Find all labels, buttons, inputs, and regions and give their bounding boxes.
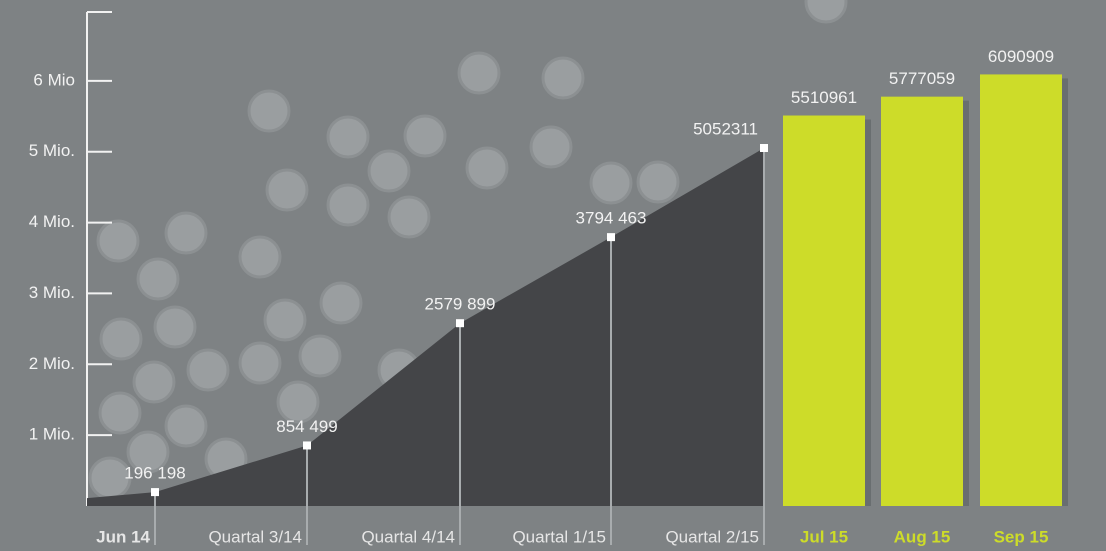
- area-lead-in: [87, 492, 155, 506]
- x-tick-label: Quartal 2/15: [665, 527, 759, 546]
- value-label: 3794 463: [576, 209, 647, 228]
- bar: [881, 96, 963, 506]
- y-tick-label: 5 Mio.: [29, 141, 75, 160]
- y-tick-label: 1 Mio.: [29, 425, 75, 444]
- x-tick-label: Aug 15: [894, 527, 951, 546]
- value-label: 5052311: [693, 119, 758, 138]
- value-label: 5510961: [791, 88, 857, 107]
- value-label: 6090909: [988, 47, 1054, 66]
- y-tick-label: 6 Mio: [33, 70, 75, 89]
- x-tick-label: Jun 14: [96, 527, 150, 546]
- x-tick-label: Quartal 3/14: [208, 527, 302, 546]
- value-label: 854 499: [276, 417, 337, 436]
- x-tick-label: Quartal 1/15: [512, 527, 606, 546]
- x-tick-label: Jul 15: [800, 527, 848, 546]
- value-label: 5777059: [889, 69, 955, 88]
- point-marker: [456, 319, 464, 328]
- point-marker: [607, 233, 615, 242]
- y-tick-label: 4 Mio.: [29, 212, 75, 231]
- bar: [980, 74, 1062, 506]
- decorative-bubbles: [88, 0, 848, 500]
- x-tick-label: Sep 15: [994, 527, 1049, 546]
- point-marker: [151, 488, 159, 497]
- x-tick-label: Quartal 4/14: [361, 527, 455, 546]
- plot: 1 Mio. 2 Mio. 3 Mio. 4 Mio. 5 Mio. 6 Mio 196 1…: [29, 11, 1068, 546]
- point-marker: [760, 144, 768, 153]
- y-tick-label: 3 Mio.: [29, 283, 75, 302]
- point-marker: [303, 441, 311, 450]
- value-label: 2579 899: [425, 295, 496, 314]
- y-tick-label: 2 Mio.: [29, 354, 75, 373]
- value-label: 196 198: [124, 464, 185, 483]
- bar: [783, 115, 865, 507]
